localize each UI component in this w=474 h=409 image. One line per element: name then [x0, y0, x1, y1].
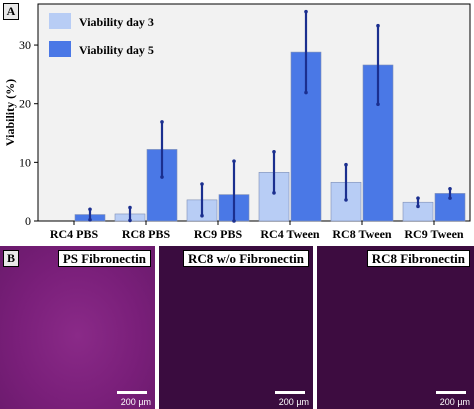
scale-bar: [117, 391, 147, 394]
scale-label: 200 µm: [278, 397, 309, 407]
x-tick-label: RC4 PBS: [50, 227, 99, 241]
plot-area: [37, 3, 471, 222]
error-cap: [448, 196, 452, 200]
micrograph-ps-fibronectin: PS Fibronectin 200 µm: [0, 246, 155, 409]
error-cap: [272, 191, 276, 195]
micrograph-rc8-without-fibronectin: RC8 w/o Fibronectin 200 µm: [159, 246, 313, 409]
scale-bar: [436, 391, 466, 394]
legend-label: Viability day 5: [79, 43, 154, 57]
error-cap: [376, 102, 380, 107]
error-cap: [88, 207, 92, 212]
chart-panel: 0 10 20 30 Viability (%) RC4 PBS RC8 PBS RC9 PB…: [3, 3, 471, 241]
micrograph-rc8-fibronectin: RC8 Fibronectin 200 µm: [317, 246, 474, 409]
error-cap: [160, 120, 164, 124]
error-cap: [200, 182, 204, 186]
scale-bar: [275, 391, 305, 394]
micrograph-label: RC8 w/o Fibronectin: [182, 250, 309, 267]
scale-label: 200 µm: [439, 397, 470, 407]
scale-label: 200 µm: [120, 397, 151, 407]
y-tick-label: 10: [19, 155, 31, 169]
error-cap: [232, 159, 236, 163]
y-tick-label: 0: [25, 214, 31, 228]
error-cap: [304, 90, 308, 95]
bar-chart: 0 10 20 30 Viability (%) RC4 PBS RC8 PBS RC9 PB…: [3, 3, 471, 241]
micrograph-label: RC8 Fibronectin: [366, 250, 470, 267]
x-tick-label: RC8 Tween: [332, 227, 392, 241]
x-tick-label: RC4 Tween: [260, 227, 320, 241]
legend-swatch: [49, 41, 71, 57]
error-cap: [448, 186, 452, 191]
error-cap: [376, 23, 380, 28]
legend-label: Viability day 3: [79, 15, 154, 29]
y-tick-label: 30: [19, 38, 31, 52]
micrograph-row: PS Fibronectin 200 µm RC8 w/o Fibronecti…: [0, 246, 474, 409]
panel-b-label: B: [3, 250, 19, 267]
error-cap: [344, 162, 348, 167]
error-cap: [128, 205, 132, 210]
legend-swatch: [49, 13, 71, 29]
error-cap: [88, 218, 92, 222]
y-axis-label: Viability (%): [3, 79, 17, 146]
error-cap: [304, 9, 308, 14]
error-cap: [416, 204, 420, 209]
error-cap: [232, 219, 236, 223]
error-cap: [344, 198, 348, 202]
x-tick-label: RC9 Tween: [404, 227, 464, 241]
micrograph-label: PS Fibronectin: [57, 250, 151, 267]
error-cap: [160, 175, 164, 179]
error-cap: [416, 196, 420, 200]
y-tick-label: 20: [19, 97, 31, 111]
error-cap: [128, 218, 132, 223]
x-tick-label: RC9 PBS: [194, 227, 243, 241]
error-cap: [272, 149, 276, 154]
panel-a-label: A: [3, 3, 19, 20]
error-cap: [200, 213, 204, 218]
x-tick-label: RC8 PBS: [122, 227, 171, 241]
